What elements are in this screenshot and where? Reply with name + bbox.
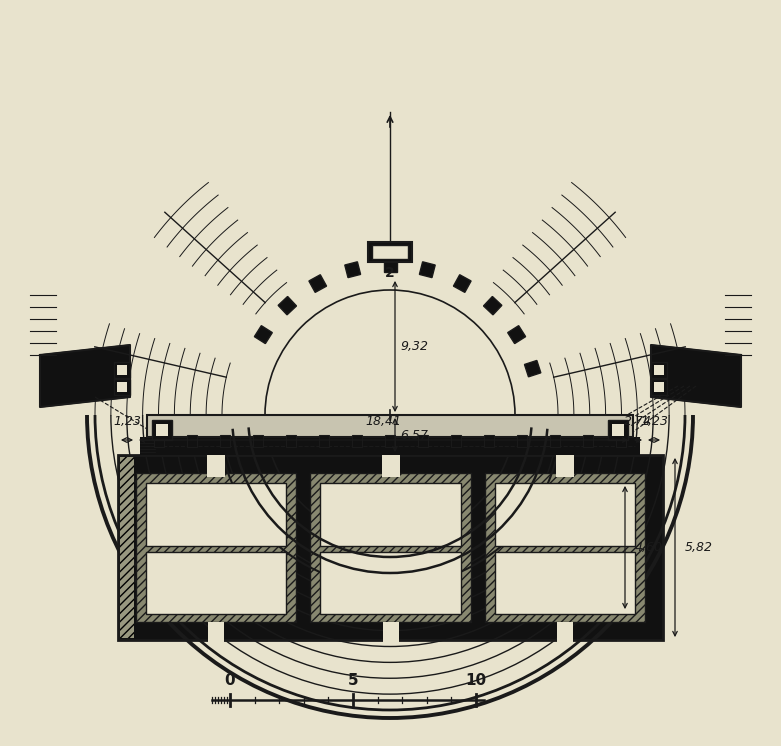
Bar	[381, 455, 400, 477]
Bar	[651, 362, 667, 378]
Bar	[114, 362, 130, 378]
Text: 18,41: 18,41	[366, 415, 401, 428]
Bar	[286, 435, 296, 447]
Bar	[320, 551, 461, 614]
Bar	[320, 483, 461, 545]
Bar	[352, 435, 362, 447]
Bar	[550, 435, 560, 447]
Bar	[309, 275, 326, 292]
Bar	[556, 455, 574, 477]
Bar	[494, 551, 635, 614]
Bar	[187, 435, 197, 447]
Bar	[385, 435, 395, 447]
Bar	[118, 455, 663, 640]
Text: 2: 2	[385, 266, 395, 280]
Text: 0: 0	[225, 673, 235, 688]
Bar	[616, 435, 626, 447]
Bar	[368, 242, 412, 262]
Bar	[418, 435, 428, 447]
Bar	[608, 420, 628, 440]
Text: 1,23: 1,23	[113, 415, 141, 428]
Bar	[419, 262, 435, 278]
Text: 10: 10	[465, 673, 487, 688]
Bar	[484, 435, 494, 447]
Bar	[383, 622, 398, 642]
Bar	[372, 245, 408, 259]
Bar	[494, 483, 635, 545]
Text: 9,32: 9,32	[400, 340, 428, 353]
Bar	[517, 435, 527, 447]
Bar	[383, 259, 397, 272]
Bar	[525, 360, 541, 377]
Bar	[152, 420, 172, 440]
Bar	[485, 473, 645, 622]
Bar	[117, 382, 127, 392]
Bar	[207, 455, 225, 477]
Bar	[557, 622, 572, 642]
Bar	[508, 326, 526, 344]
Polygon shape	[40, 345, 130, 407]
Text: 1,23: 1,23	[640, 415, 668, 428]
Bar	[651, 379, 667, 395]
Bar	[220, 435, 230, 447]
Bar	[319, 435, 329, 447]
Text: 5: 5	[348, 673, 358, 688]
Bar	[344, 262, 361, 278]
Text: 5,82: 5,82	[685, 541, 713, 554]
Bar	[454, 275, 471, 292]
Bar	[583, 435, 593, 447]
Polygon shape	[651, 345, 741, 407]
Bar	[114, 379, 130, 395]
Text: 4,60: 4,60	[635, 541, 663, 554]
Text: 6,57: 6,57	[400, 428, 428, 442]
Bar	[654, 382, 664, 392]
Bar	[209, 622, 224, 642]
Bar	[483, 296, 502, 315]
Bar	[451, 435, 461, 447]
Bar	[136, 473, 296, 622]
Bar	[120, 457, 134, 638]
Text: 2,74: 2,74	[624, 415, 652, 428]
Bar	[255, 326, 273, 344]
Bar	[156, 424, 168, 436]
Bar	[310, 473, 471, 622]
Bar	[117, 365, 127, 375]
Bar	[278, 296, 297, 315]
Bar	[147, 415, 633, 437]
Bar	[140, 437, 640, 455]
Bar	[253, 435, 263, 447]
Bar	[146, 551, 287, 614]
Bar	[154, 435, 164, 447]
Bar	[654, 365, 664, 375]
Bar	[146, 483, 287, 545]
Bar	[612, 424, 624, 436]
